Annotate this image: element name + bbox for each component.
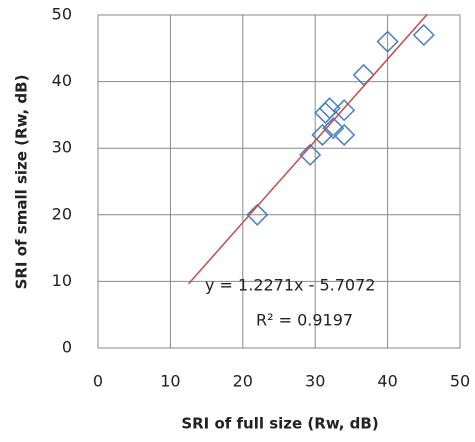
y-axis-title: SRI of small size (Rw, dB) — [13, 75, 31, 290]
point — [311, 123, 334, 146]
plot-border — [97, 14, 461, 349]
point — [299, 143, 322, 166]
trendline — [187, 13, 428, 285]
point — [322, 117, 345, 140]
point — [318, 97, 341, 120]
y-tick-label: 30 — [52, 138, 72, 157]
point — [246, 203, 269, 226]
point — [333, 99, 356, 122]
x-tick-label: 20 — [233, 372, 253, 391]
y-tick-label: 40 — [52, 71, 72, 90]
x-tick-label: 0 — [93, 372, 103, 391]
y-tick-label: 10 — [52, 271, 72, 290]
x-axis-title: SRI of full size (Rw, dB) — [181, 415, 378, 433]
point — [314, 101, 337, 124]
trendline-equation: y = 1.2271x - 5.7072 — [205, 276, 375, 295]
y-tick-label: 20 — [52, 204, 72, 223]
point — [352, 63, 375, 87]
y-tick-label: 50 — [52, 5, 72, 24]
trendline-r2: R² = 0.9197 — [256, 311, 353, 330]
point — [412, 23, 435, 47]
point — [333, 123, 356, 146]
x-tick-label: 40 — [377, 372, 397, 391]
x-tick-label: 50 — [450, 372, 470, 391]
point — [376, 30, 399, 53]
y-tick-label: 0 — [62, 338, 72, 357]
x-tick-label: 10 — [160, 372, 180, 391]
x-tick-label: 30 — [305, 372, 325, 391]
